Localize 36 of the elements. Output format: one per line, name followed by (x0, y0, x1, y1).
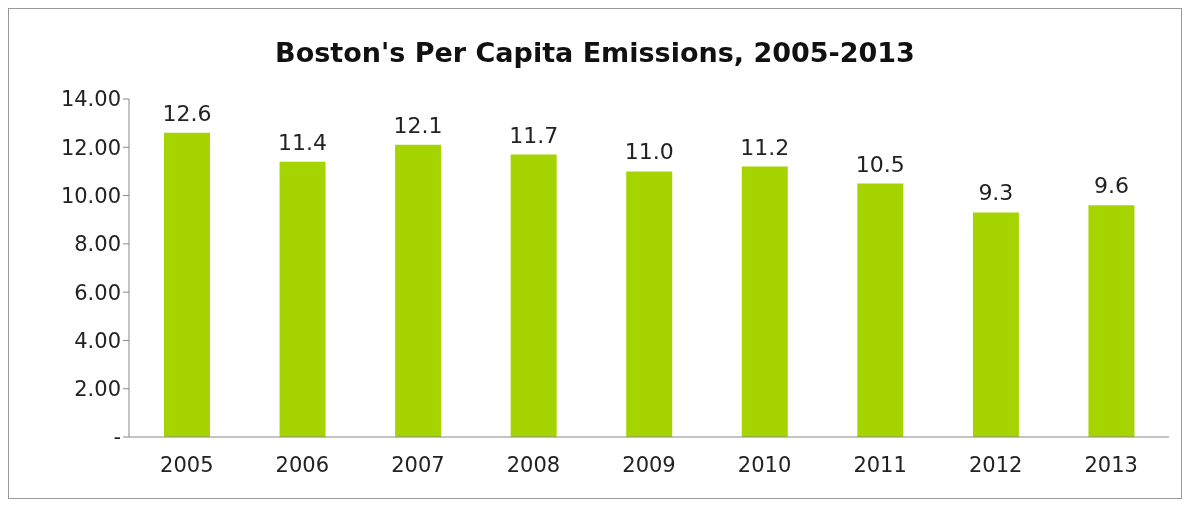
y-tick-label: 6.00 (74, 280, 121, 305)
data-label: 12.1 (393, 112, 443, 138)
bar (279, 161, 326, 437)
x-tick-label: 2012 (968, 452, 1023, 477)
y-tick-label: 12.00 (60, 135, 121, 160)
data-label: 11.4 (278, 129, 328, 155)
x-tick-label: 2010 (737, 452, 792, 477)
x-tick-label: 2013 (1084, 452, 1138, 477)
data-label: 11.0 (624, 139, 674, 165)
bar (857, 183, 904, 437)
y-tick-label: 4.00 (74, 328, 121, 353)
data-label: 11.7 (509, 122, 559, 148)
y-tick-label: 14.00 (60, 87, 121, 112)
bar (164, 132, 210, 437)
y-tick-label: - (113, 425, 121, 450)
bar (972, 212, 1019, 437)
bar (1088, 205, 1135, 437)
data-label: 9.3 (978, 180, 1014, 206)
y-tick-label: 2.00 (74, 377, 121, 402)
data-label: 10.5 (855, 151, 905, 177)
x-tick-label: 2009 (622, 452, 676, 477)
x-tick-label: 2005 (160, 452, 214, 477)
x-tick-label: 2008 (506, 452, 561, 477)
bar (741, 166, 788, 437)
chart-title: Boston's Per Capita Emissions, 2005-2013 (274, 37, 916, 70)
data-label: 11.2 (740, 134, 790, 160)
bar (626, 171, 673, 437)
bar (510, 154, 557, 437)
bar (395, 144, 442, 437)
data-label: 9.6 (1093, 173, 1129, 199)
x-tick-label: 2011 (853, 452, 907, 477)
data-label: 12.6 (162, 100, 212, 126)
x-tick-label: 2006 (275, 452, 330, 477)
x-tick-label: 2007 (391, 452, 445, 477)
y-tick-label: 8.00 (74, 232, 121, 257)
y-tick-label: 10.00 (60, 184, 121, 209)
